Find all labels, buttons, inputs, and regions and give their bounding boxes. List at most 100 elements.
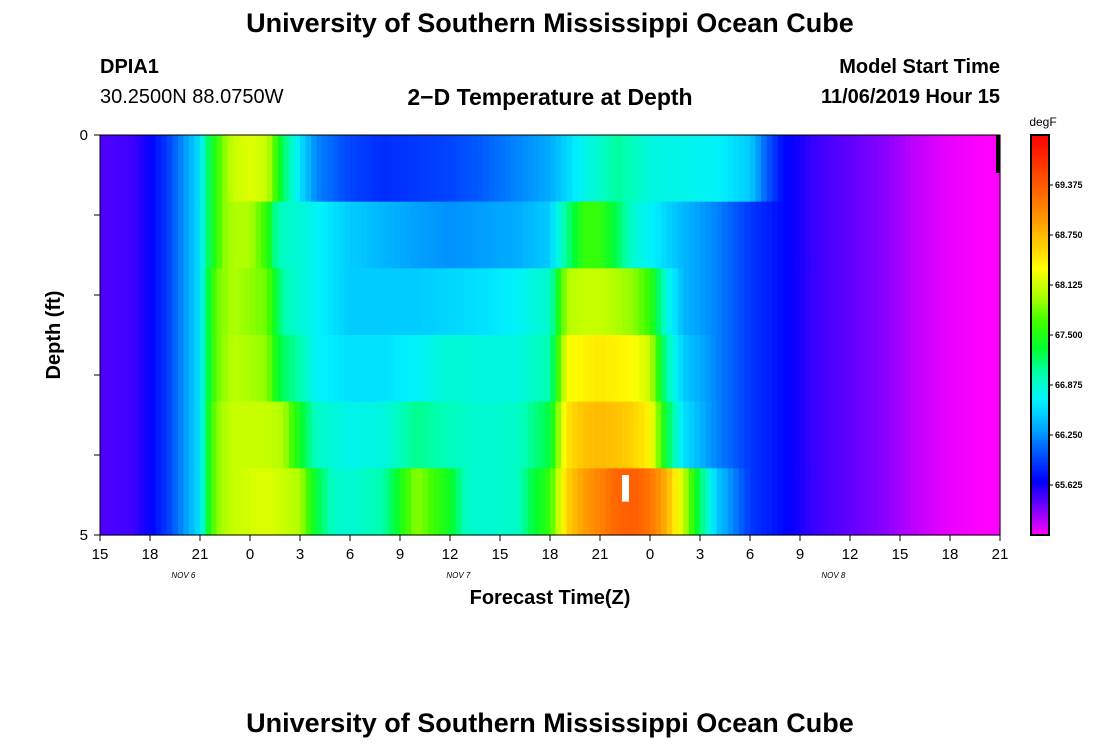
heatmap-cell [766, 335, 773, 403]
heatmap-cell [633, 335, 640, 403]
heatmap-cell [677, 401, 684, 469]
heatmap-cell [816, 401, 823, 469]
heatmap-cell [150, 201, 157, 269]
heatmap-cell [538, 335, 546, 403]
heatmap-cell [277, 201, 284, 269]
heatmap-cell [788, 401, 796, 469]
heatmap-cell [711, 268, 718, 336]
heatmap-cell [122, 268, 129, 336]
heatmap-cell [544, 468, 551, 536]
heatmap-cell [305, 335, 312, 403]
heatmap-cell [555, 201, 562, 269]
heatmap-cell [383, 201, 390, 269]
heatmap-cell [977, 135, 984, 203]
heatmap-cell [438, 201, 446, 269]
heatmap-cell [572, 268, 579, 336]
heatmap-cell [683, 335, 690, 403]
heatmap-cell [255, 468, 262, 536]
heatmap-cell [194, 401, 201, 469]
heatmap-cell [500, 201, 507, 269]
heatmap-cell [600, 335, 607, 403]
heatmap-cell [683, 201, 690, 269]
color-scale-label: 67.500 [1055, 330, 1083, 340]
heatmap-cell [333, 401, 340, 469]
heatmap-cell [866, 268, 873, 336]
color-scale-label: 68.125 [1055, 280, 1083, 290]
heatmap-cell [822, 401, 829, 469]
heatmap-cell [116, 268, 123, 336]
heatmap-cell [927, 135, 934, 203]
heatmap-cell [188, 268, 196, 336]
heatmap-cell [638, 335, 646, 403]
heatmap-cell [338, 135, 346, 203]
heatmap-cell [400, 135, 407, 203]
heatmap-cell [133, 401, 140, 469]
heatmap-cell [516, 201, 523, 269]
heatmap-cell [150, 135, 157, 203]
heatmap-cell [388, 268, 396, 336]
x-tick-label: 15 [892, 546, 909, 563]
heatmap-cell [316, 401, 323, 469]
heatmap-cell [866, 468, 873, 536]
heatmap-cell [727, 468, 734, 536]
x-tick-label: 15 [92, 546, 109, 563]
heatmap-cell [388, 468, 396, 536]
heatmap-cell [816, 135, 823, 203]
heatmap-cell [161, 135, 168, 203]
heatmap-cell [588, 201, 596, 269]
heatmap-cell [138, 401, 146, 469]
heatmap-cell [638, 468, 646, 536]
heatmap-cell [488, 335, 496, 403]
heatmap-cell [616, 135, 623, 203]
x-tick-label: 6 [746, 546, 754, 563]
heatmap-cell [400, 335, 407, 403]
heatmap-cell [755, 335, 762, 403]
heatmap-cell [488, 268, 496, 336]
heatmap-cell [483, 201, 490, 269]
heatmap-cell [761, 135, 768, 203]
heatmap-cell [227, 135, 234, 203]
heatmap-cell [633, 401, 640, 469]
heatmap-cell [772, 268, 779, 336]
heatmap-cell [555, 468, 562, 536]
heatmap-cell [972, 268, 979, 336]
heatmap-cell [172, 201, 179, 269]
heatmap-cell [516, 268, 523, 336]
heatmap-cell [322, 135, 329, 203]
heatmap-cell [961, 401, 968, 469]
heatmap-cell [383, 268, 390, 336]
heatmap-cell [105, 401, 112, 469]
heatmap-cell [877, 401, 884, 469]
heatmap-cell [583, 468, 590, 536]
heatmap-cell [744, 335, 751, 403]
heatmap-cell [722, 135, 729, 203]
heatmap-cell [766, 135, 773, 203]
heatmap-cell [766, 401, 773, 469]
heatmap-cell [422, 401, 429, 469]
heatmap-cell [227, 468, 234, 536]
heatmap-cell [183, 268, 190, 336]
heatmap-cell [522, 201, 529, 269]
heatmap-cell [644, 401, 651, 469]
heatmap-cell [250, 335, 257, 403]
heatmap-cell [205, 135, 212, 203]
heatmap-cell [216, 201, 223, 269]
heatmap-cell [377, 201, 384, 269]
heatmap-cell [577, 268, 584, 336]
heatmap-cell [705, 468, 712, 536]
heatmap-cell [194, 335, 201, 403]
heatmap-cell [877, 468, 884, 536]
heatmap-cell [466, 335, 473, 403]
page-title: University of Southern Mississippi Ocean… [246, 8, 854, 38]
heatmap-cell [866, 401, 873, 469]
heatmap-cell [388, 135, 396, 203]
heatmap-cell [438, 401, 446, 469]
heatmap-cell [611, 135, 618, 203]
heatmap-cell [855, 401, 862, 469]
heatmap-cell [566, 201, 573, 269]
heatmap-cell [811, 468, 818, 536]
heatmap-cell [272, 335, 279, 403]
heatmap-cell [400, 268, 407, 336]
heatmap-cell [183, 335, 190, 403]
heatmap-cell [972, 401, 979, 469]
